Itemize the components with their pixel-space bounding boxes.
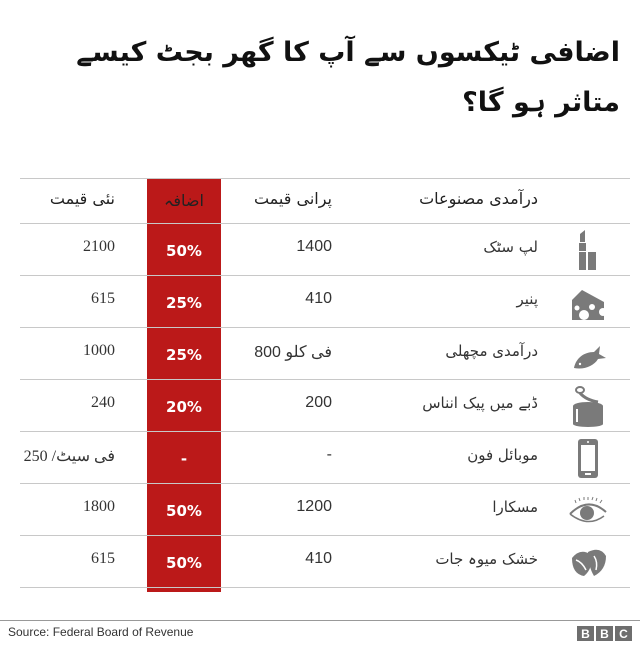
old-price: 410 <box>305 550 332 567</box>
table-row: 1000 25% 800 فی کلو درآمدی مچھلی <box>20 328 630 380</box>
new-price: 615 <box>91 550 115 567</box>
dry-fruit-icon <box>568 540 608 584</box>
price-table: نئی قیمت اضافہ پرانی قیمت درآمدی مصنوعات… <box>20 178 630 588</box>
item-name: موبائل فون <box>467 446 538 464</box>
table-row: 240 20% 200 ڈبے میں پیک انناس <box>20 380 630 432</box>
item-name: لپ سٹک <box>483 238 538 256</box>
bbc-logo-letter: B <box>596 626 613 641</box>
new-price: 2100 <box>83 238 115 255</box>
increase: 50% <box>166 502 202 520</box>
new-price: 615 <box>91 290 115 307</box>
header-old-price: پرانی قیمت <box>253 189 332 208</box>
eye-icon <box>568 488 608 532</box>
lipstick-icon <box>568 228 608 272</box>
item-name: ڈبے میں پیک انناس <box>422 394 538 412</box>
header-item: درآمدی مصنوعات <box>419 189 538 208</box>
item-name: پنیر <box>516 290 538 308</box>
table-header-row: نئی قیمت اضافہ پرانی قیمت درآمدی مصنوعات <box>20 178 630 224</box>
table-row: 2100 50% 1400 لپ سٹک <box>20 224 630 276</box>
new-price: 240 <box>91 394 115 411</box>
item-name: خشک میوہ جات <box>435 550 538 568</box>
increase-column-highlight <box>147 178 221 592</box>
new-price: 1000 <box>83 342 115 359</box>
increase: 20% <box>166 398 202 416</box>
table-row: 615 25% 410 پنیر <box>20 276 630 328</box>
mobile-phone-icon <box>568 436 608 480</box>
old-price: 1400 <box>296 238 332 255</box>
new-price: 1800 <box>83 498 115 515</box>
old-price: - <box>326 446 332 463</box>
item-name: مسکارا <box>492 498 538 516</box>
header-new-price: نئی قیمت <box>49 189 115 208</box>
item-name: درآمدی مچھلی <box>445 342 538 360</box>
footer-divider <box>0 620 640 621</box>
table-row: 1800 50% 1200 مسکارا <box>20 484 630 536</box>
cheese-icon <box>568 280 608 324</box>
old-price: 200 <box>305 394 332 411</box>
bbc-logo-letter: B <box>577 626 594 641</box>
new-price: 250 /فی سیٹ <box>23 448 115 465</box>
increase: 50% <box>166 554 202 572</box>
increase: 50% <box>166 242 202 260</box>
increase: 25% <box>166 294 202 312</box>
canned-food-icon <box>568 384 608 428</box>
old-price: 410 <box>305 290 332 307</box>
old-price: 800 فی کلو <box>254 344 332 361</box>
increase: 25% <box>166 346 202 364</box>
bbc-logo-letter: C <box>615 626 632 641</box>
table-row: 615 50% 410 خشک میوہ جات <box>20 536 630 588</box>
bbc-logo: B B C <box>577 626 632 641</box>
source-note: Source: Federal Board of Revenue <box>8 625 194 639</box>
fish-icon <box>568 332 608 376</box>
increase: - <box>180 450 188 468</box>
header-increase: اضافہ <box>164 191 204 210</box>
table-row: 250 /فی سیٹ - - موبائل فون <box>20 432 630 484</box>
old-price: 1200 <box>296 498 332 515</box>
chart-title: اضافی ٹیکسوں سے آپ کا گھر بجٹ کیسے متاثر… <box>76 37 620 118</box>
